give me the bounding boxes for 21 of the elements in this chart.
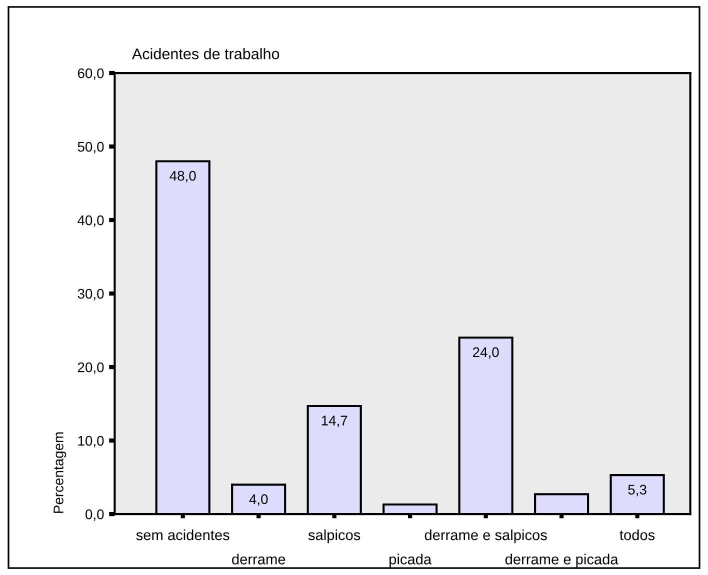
x-tick-label: derrame e salpicos [424,529,547,544]
data-label: 4,0 [249,494,268,506]
y-axis-title: Percentagem [54,432,66,513]
x-tick-label: picada [390,554,432,568]
y-tick-label: 50,0 [78,142,104,154]
x-tick-label: salpicos [308,529,360,544]
chart-title: Acidentes de trabalho [132,48,280,60]
x-tick-label: derrame e picada [505,554,618,568]
x-tick-label: sem acidentes [136,529,230,540]
x-tick-label: todos [620,529,655,540]
data-label: 14,7 [322,416,348,428]
y-tick-label: 0,0 [86,509,104,521]
y-tick-label: 60,0 [78,68,104,80]
data-label: 5,3 [628,484,646,496]
y-tick-label: 30,0 [78,288,104,300]
data-label: 24,0 [472,347,499,359]
data-label: 48,0 [170,170,196,182]
x-tick-label: derrame [232,554,286,564]
y-tick-label: 40,0 [78,215,104,227]
y-tick-label: 20,0 [78,362,104,374]
y-tick-label: 10,0 [78,436,104,448]
